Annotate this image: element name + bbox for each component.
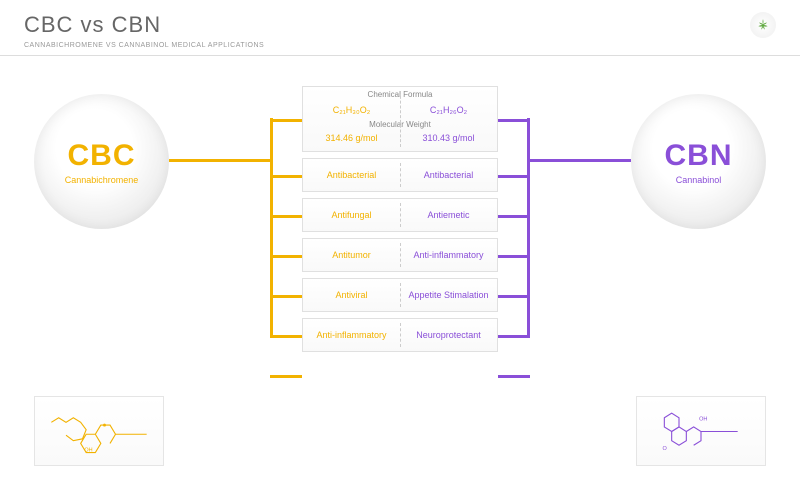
connector-spine-left bbox=[270, 118, 273, 338]
cbn-prop-2: Anti-inflammatory bbox=[413, 250, 483, 260]
page-subtitle: CANNABICHROMENE VS CANNABINOL MEDICAL AP… bbox=[0, 42, 800, 51]
cbn-formula: C₂₁H₂₆O₂ bbox=[430, 105, 467, 115]
box-property-2: Antitumor Anti-inflammatory bbox=[302, 238, 498, 272]
stub-right-2 bbox=[498, 215, 530, 218]
stub-left-3 bbox=[270, 255, 302, 258]
connector-spine-right bbox=[527, 118, 530, 338]
box-property-4: Anti-inflammatory Neuroprotectant bbox=[302, 318, 498, 352]
stub-left-4 bbox=[270, 295, 302, 298]
stub-right-1 bbox=[498, 175, 530, 178]
cbn-weight: 310.43 g/mol bbox=[422, 133, 474, 143]
connector-main-right bbox=[527, 159, 631, 162]
cbn-name: Cannabinol bbox=[676, 175, 722, 185]
cbc-name: Cannabichromene bbox=[65, 175, 139, 185]
stub-left-6 bbox=[270, 375, 302, 378]
cbn-prop-1: Antiemetic bbox=[427, 210, 469, 220]
stub-left-1 bbox=[270, 175, 302, 178]
cannabis-leaf-icon bbox=[756, 18, 770, 32]
diagram: CBC Cannabichromene CBN Cannabinol Chemi… bbox=[0, 56, 800, 496]
cbc-prop-2: Antitumor bbox=[332, 250, 371, 260]
cbn-prop-4: Neuroprotectant bbox=[416, 330, 481, 340]
cbc-molecule: OH bbox=[34, 396, 164, 466]
cbc-prop-0: Antibacterial bbox=[327, 170, 377, 180]
stub-right-6 bbox=[498, 375, 530, 378]
cbc-prop-4: Anti-inflammatory bbox=[316, 330, 386, 340]
brand-logo bbox=[750, 12, 776, 38]
cbc-circle: CBC Cannabichromene bbox=[34, 94, 169, 229]
cbn-circle: CBN Cannabinol bbox=[631, 94, 766, 229]
stub-right-3 bbox=[498, 255, 530, 258]
svg-text:OH: OH bbox=[699, 416, 707, 422]
stub-left-0 bbox=[270, 119, 302, 122]
cbn-molecule: OH O bbox=[636, 396, 766, 466]
stub-left-5 bbox=[270, 335, 302, 338]
cbc-formula: C₂₁H₃₀O₂ bbox=[333, 105, 370, 115]
cbn-structure-icon: OH O bbox=[646, 404, 756, 459]
cbc-prop-3: Antiviral bbox=[335, 290, 367, 300]
cbc-structure-icon: OH bbox=[44, 404, 154, 459]
box-property-0: Antibacterial Antibacterial bbox=[302, 158, 498, 192]
stub-right-5 bbox=[498, 335, 530, 338]
svg-text:O: O bbox=[663, 445, 668, 451]
box-formula-weight: Chemical Formula Molecular Weight C₂₁H₃₀… bbox=[302, 86, 498, 152]
cbc-abbr: CBC bbox=[68, 139, 136, 173]
svg-text:OH: OH bbox=[84, 447, 92, 453]
comparison-column: Chemical Formula Molecular Weight C₂₁H₃₀… bbox=[302, 86, 498, 358]
cbn-prop-0: Antibacterial bbox=[424, 170, 474, 180]
cbn-abbr: CBN bbox=[665, 139, 733, 173]
cbn-prop-3: Appetite Stimalation bbox=[408, 290, 488, 300]
stub-right-4 bbox=[498, 295, 530, 298]
box-property-3: Antiviral Appetite Stimalation bbox=[302, 278, 498, 312]
connector-main-left bbox=[169, 159, 273, 162]
box-property-1: Antifungal Antiemetic bbox=[302, 198, 498, 232]
page-title: CBC vs CBN bbox=[24, 12, 161, 38]
cbc-weight: 314.46 g/mol bbox=[325, 133, 377, 143]
stub-right-0 bbox=[498, 119, 530, 122]
cbc-prop-1: Antifungal bbox=[331, 210, 371, 220]
stub-left-2 bbox=[270, 215, 302, 218]
